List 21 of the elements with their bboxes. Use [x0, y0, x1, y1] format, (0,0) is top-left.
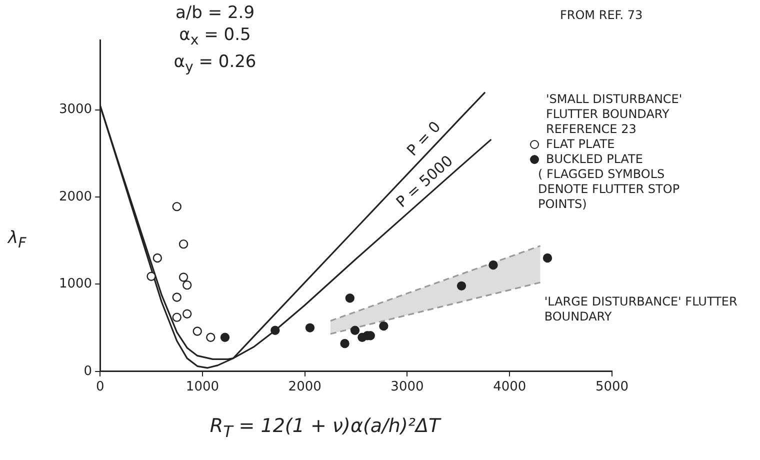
legend-label: FLAT PLATE [546, 137, 615, 152]
y-tick-label: 1000 [58, 276, 92, 292]
text: 'LARGE DISTURBANCE' FLUTTER BOUNDARY [544, 294, 738, 324]
x-tick-label: 1000 [186, 380, 220, 395]
text: a/b = 2.9 [174, 2, 256, 24]
annotation: α$_{y}$ = 0.26 [172, 51, 258, 78]
y-tick-label: 0 [84, 364, 92, 379]
annotation: ( FLAGGED SYMBOLS DENOTE FLUTTER STOP POINTS) [537, 167, 681, 212]
x-tick-label: 4000 [493, 380, 526, 395]
y-tick-label: 3000 [58, 102, 92, 118]
x-tick-label: 3000 [390, 380, 424, 395]
annotation: 'SMALL DISTURBANCE' FLUTTER BOUNDARY REFERENCE 23 [545, 92, 684, 137]
y-axis-title: λ$_{F}$ [8, 228, 26, 252]
text: FROM REF. 73 [560, 8, 643, 22]
x-tick-label: 0 [96, 380, 104, 395]
annotation: α$_{x}$ = 0.5 [178, 24, 252, 50]
x-tick-label: 2000 [288, 380, 322, 395]
legend-label: BUCKLED PLATE [546, 152, 643, 167]
x-axis-title: R$_{T}$ = 12(1 + ν)α(a/h)²ΔT [208, 415, 442, 441]
x-tick-label: 5000 [595, 380, 629, 395]
y-tick-label: 2000 [58, 189, 92, 204]
